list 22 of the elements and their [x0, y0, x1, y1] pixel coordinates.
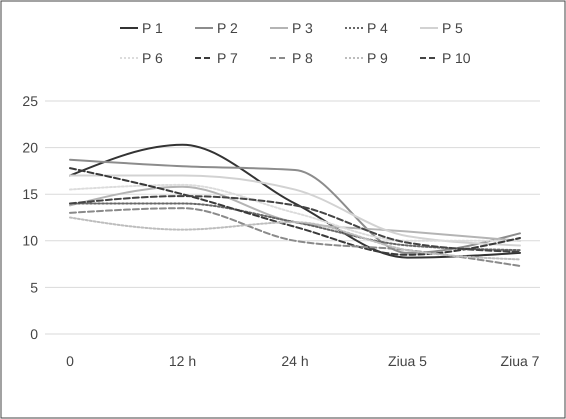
y-tick-label: 0: [30, 326, 38, 342]
x-tick-label: Ziua 7: [500, 353, 540, 369]
line-series: [69, 144, 521, 259]
legend-label: P 10: [442, 50, 471, 66]
legend-label: P 4: [367, 20, 388, 36]
legend-label: P 7: [217, 50, 238, 66]
legend-label: P 2: [217, 20, 238, 36]
legend-label: P 3: [292, 20, 313, 36]
y-tick-label: 25: [22, 92, 38, 109]
y-tick-label: 20: [22, 140, 38, 156]
legend-label: P 8: [292, 50, 313, 66]
legend-label: P 6: [142, 50, 163, 66]
x-tick-label: Ziua 5: [388, 353, 428, 369]
y-tick-label: 5: [30, 279, 38, 296]
x-tick-label: 0: [66, 353, 74, 369]
x-tick-label: 12 h: [168, 353, 196, 369]
legend-label: P 5: [442, 20, 463, 36]
y-tick-label: 10: [22, 232, 38, 249]
y-tick-label: 15: [22, 186, 38, 202]
x-tick-label: 24 h: [281, 353, 309, 369]
legend-label: P 1: [142, 20, 163, 36]
legend-label: P 9: [367, 50, 388, 66]
